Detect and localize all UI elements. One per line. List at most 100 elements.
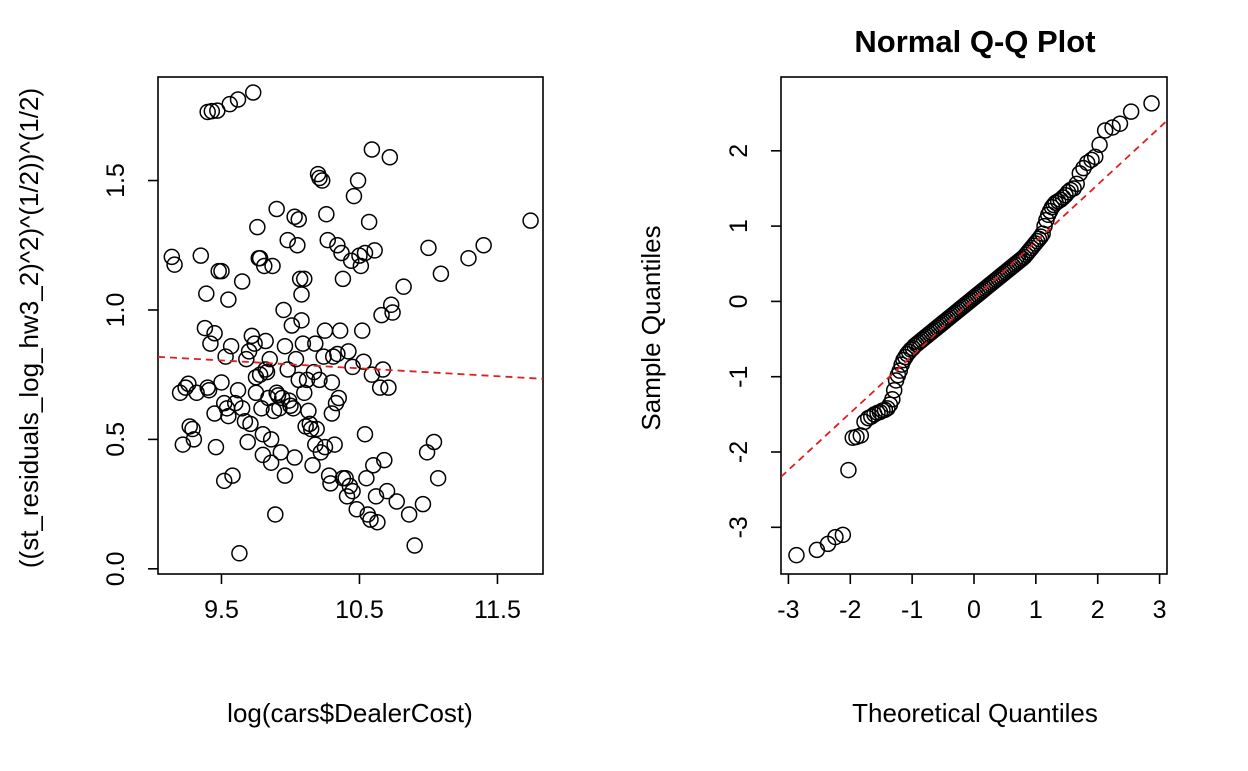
- qq-data-point: [808, 541, 826, 559]
- scatter-data-point: [323, 405, 341, 422]
- qq-data-point: [834, 526, 852, 544]
- qq-x-tick-label: 0: [967, 596, 981, 624]
- scatter-data-point: [215, 472, 233, 490]
- qq-data-point: [1075, 159, 1092, 177]
- scatter-data-point: [269, 387, 287, 404]
- scatter-data-point: [380, 379, 397, 396]
- qq-data-point: [1065, 180, 1082, 197]
- scatter-data-point: [313, 172, 331, 189]
- scatter-data-point: [202, 335, 219, 352]
- scatter-data-point: [311, 371, 328, 389]
- scatter-data-point: [229, 91, 247, 108]
- scatter-data-point: [342, 252, 360, 270]
- scatter-data-point: [302, 420, 320, 438]
- scatter-data-point: [345, 187, 363, 205]
- scatter-data-point: [279, 231, 296, 249]
- scatter-data-point: [283, 317, 301, 334]
- scatter-data-point: [356, 244, 374, 262]
- scatter-data-point: [312, 444, 330, 461]
- qq-x-tick-label: 1: [1029, 596, 1043, 624]
- qq-data-point: [1083, 151, 1100, 169]
- qq-data-point: [788, 546, 805, 564]
- scatter-data-point: [376, 451, 393, 469]
- scatter-data-point: [400, 506, 418, 523]
- qq-y-tick-label: 1: [725, 219, 753, 233]
- scatter-data-point: [344, 482, 361, 500]
- scatter-data-point: [289, 237, 306, 254]
- scatter-data-point: [163, 248, 181, 266]
- scatter-data-point: [296, 384, 313, 402]
- scatter-data-point: [348, 501, 365, 518]
- scatter-data-point: [460, 249, 477, 267]
- qq-data-point: [1062, 181, 1079, 199]
- scatter-data-point: [522, 212, 539, 229]
- scatter-x-tick-label: 9.5: [204, 596, 239, 624]
- scatter-data-point: [367, 488, 385, 505]
- scatter-data-point: [233, 273, 251, 290]
- scatter-data-point: [251, 366, 269, 383]
- scatter-data-point: [275, 301, 292, 319]
- scatter-data-point: [224, 467, 241, 484]
- scatter-y-axis-label: ((st_residuals_log_hw3_2)^2)^(1/2))^(1/2…: [14, 88, 44, 568]
- residual-scatter-panel: log(cars$DealerCost) ((st_residuals_log_…: [14, 76, 544, 728]
- qq-plot-frame: [780, 76, 1168, 575]
- scatter-data-point: [360, 213, 378, 231]
- qq-data-point: [884, 391, 901, 408]
- scatter-data-point: [238, 350, 255, 368]
- scatter-y-tick-label: 1.5: [102, 163, 130, 198]
- scatter-data-point: [268, 200, 285, 218]
- scatter-data-point: [311, 169, 328, 187]
- scatter-data-point: [304, 457, 321, 474]
- scatter-plot-frame: [157, 76, 544, 575]
- qq-x-tick-label: -2: [839, 596, 861, 624]
- scatter-data-point: [369, 513, 386, 531]
- scatter-data-point: [286, 208, 303, 226]
- qq-data-point: [1104, 119, 1121, 136]
- scatter-data-point: [256, 257, 273, 275]
- scatter-data-point: [363, 141, 381, 158]
- scatter-data-point: [371, 379, 389, 396]
- scatter-data-point: [272, 444, 290, 461]
- scatter-data-point: [318, 205, 335, 223]
- scatter-data-point: [192, 247, 210, 264]
- scatter-data-point: [366, 242, 383, 259]
- scatter-data-point: [267, 506, 284, 523]
- scatter-data-point: [196, 319, 214, 337]
- qq-y-tick-label: 2: [725, 144, 753, 158]
- scatter-data-point: [166, 256, 183, 273]
- scatter-data-point: [276, 467, 294, 484]
- scatter-data-point: [251, 249, 269, 267]
- scatter-data-point: [203, 102, 221, 120]
- qq-data-point: [840, 461, 857, 479]
- scatter-data-point: [229, 381, 247, 399]
- scatter-data-point: [337, 469, 354, 487]
- scatter-data-point: [171, 384, 189, 402]
- scatter-data-point: [287, 350, 305, 368]
- qq-y-tick-label: 0: [725, 294, 753, 308]
- scatter-data-point: [290, 211, 308, 228]
- scatter-data-point: [177, 379, 194, 396]
- scatter-data-point: [207, 438, 225, 456]
- scatter-data-point: [373, 306, 390, 324]
- scatter-data-point: [276, 337, 294, 355]
- scatter-y-tick-label: 1.0: [102, 293, 130, 328]
- scatter-data-point: [425, 433, 443, 451]
- scatter-data-point: [257, 332, 274, 350]
- scatter-data-point: [184, 420, 201, 438]
- scatter-data-point: [180, 375, 197, 392]
- scatter-data-point: [329, 345, 346, 363]
- scatter-data-point: [262, 454, 280, 471]
- qq-reference-line: [781, 120, 1167, 478]
- scatter-x-tick-label: 11.5: [474, 596, 521, 624]
- qq-data-point: [1122, 103, 1140, 120]
- qq-plot-area: [781, 95, 1167, 564]
- scatter-data-point: [323, 374, 341, 391]
- scatter-data-point: [414, 495, 432, 513]
- scatter-data-point: [362, 511, 379, 528]
- scatter-data-point: [258, 363, 276, 381]
- scatter-data-point: [222, 337, 240, 355]
- scatter-data-point: [319, 231, 336, 249]
- scatter-data-point: [279, 361, 296, 378]
- scatter-data-point: [220, 291, 237, 308]
